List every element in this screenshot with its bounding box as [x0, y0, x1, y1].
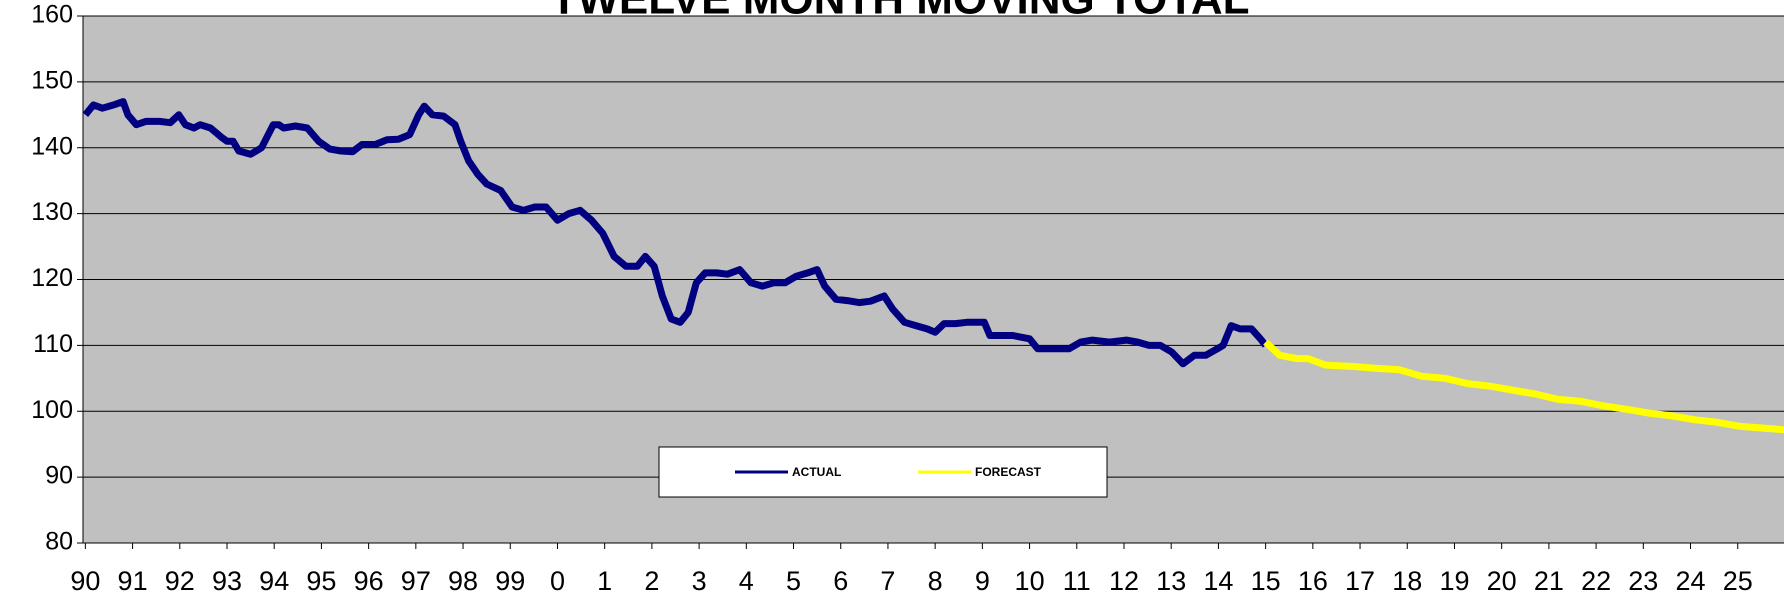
- x-tick-label: 20: [1487, 566, 1517, 596]
- x-tick-label: 96: [354, 566, 384, 596]
- x-tick-label: 19: [1439, 566, 1469, 596]
- legend-label: ACTUAL: [792, 465, 841, 479]
- y-tick-label: 90: [45, 462, 73, 490]
- x-tick-label: 18: [1392, 566, 1422, 596]
- x-tick-label: 8: [928, 566, 943, 596]
- x-tick-label: 24: [1675, 566, 1705, 596]
- y-tick-label: 120: [31, 264, 73, 292]
- x-tick-label: 13: [1156, 566, 1186, 596]
- x-tick-label: 99: [495, 566, 525, 596]
- x-tick-label: 16: [1298, 566, 1328, 596]
- x-tick-label: 14: [1203, 566, 1233, 596]
- x-tick-label: 25: [1723, 566, 1753, 596]
- x-tick-label: 21: [1534, 566, 1564, 596]
- y-tick-label: 80: [45, 528, 73, 556]
- x-tick-label: 2: [644, 566, 659, 596]
- x-tick-label: 6: [833, 566, 848, 596]
- x-tick-label: 5: [786, 566, 801, 596]
- x-tick-label: 91: [118, 566, 148, 596]
- x-tick-label: 12: [1109, 566, 1139, 596]
- x-tick-label: 92: [165, 566, 195, 596]
- legend-label: FORECAST: [975, 465, 1042, 479]
- x-tick-label: 95: [306, 566, 336, 596]
- y-tick-label: 160: [31, 1, 73, 29]
- y-tick-label: 130: [31, 198, 73, 226]
- x-tick-label: 1: [597, 566, 612, 596]
- x-tick-label: 94: [259, 566, 289, 596]
- x-tick-label: 93: [212, 566, 242, 596]
- x-tick-label: 15: [1251, 566, 1281, 596]
- x-tick-label: 10: [1015, 566, 1045, 596]
- legend: [658, 446, 1108, 498]
- x-tick-label: 98: [448, 566, 478, 596]
- series-line: [1263, 339, 1784, 434]
- x-tick-label: 17: [1345, 566, 1375, 596]
- x-tick-label: 9: [975, 566, 990, 596]
- x-tick-label: 3: [692, 566, 707, 596]
- x-tick-label: 23: [1628, 566, 1658, 596]
- x-tick-label: 97: [401, 566, 431, 596]
- y-tick-label: 110: [33, 330, 73, 358]
- x-tick-label: 7: [880, 566, 895, 596]
- y-tick-label: 100: [31, 396, 73, 424]
- chart-title: TWELVE MONTH MOVING TOTAL: [550, 0, 1249, 24]
- x-tick-label: 22: [1581, 566, 1611, 596]
- x-tick-label: 4: [739, 566, 754, 596]
- y-tick-label: 150: [31, 66, 73, 94]
- x-tick-label: 90: [70, 566, 100, 596]
- series-line: [82, 98, 1269, 368]
- x-tick-label: 11: [1063, 566, 1091, 596]
- y-tick-label: 140: [31, 132, 73, 160]
- x-tick-label: 0: [550, 566, 565, 596]
